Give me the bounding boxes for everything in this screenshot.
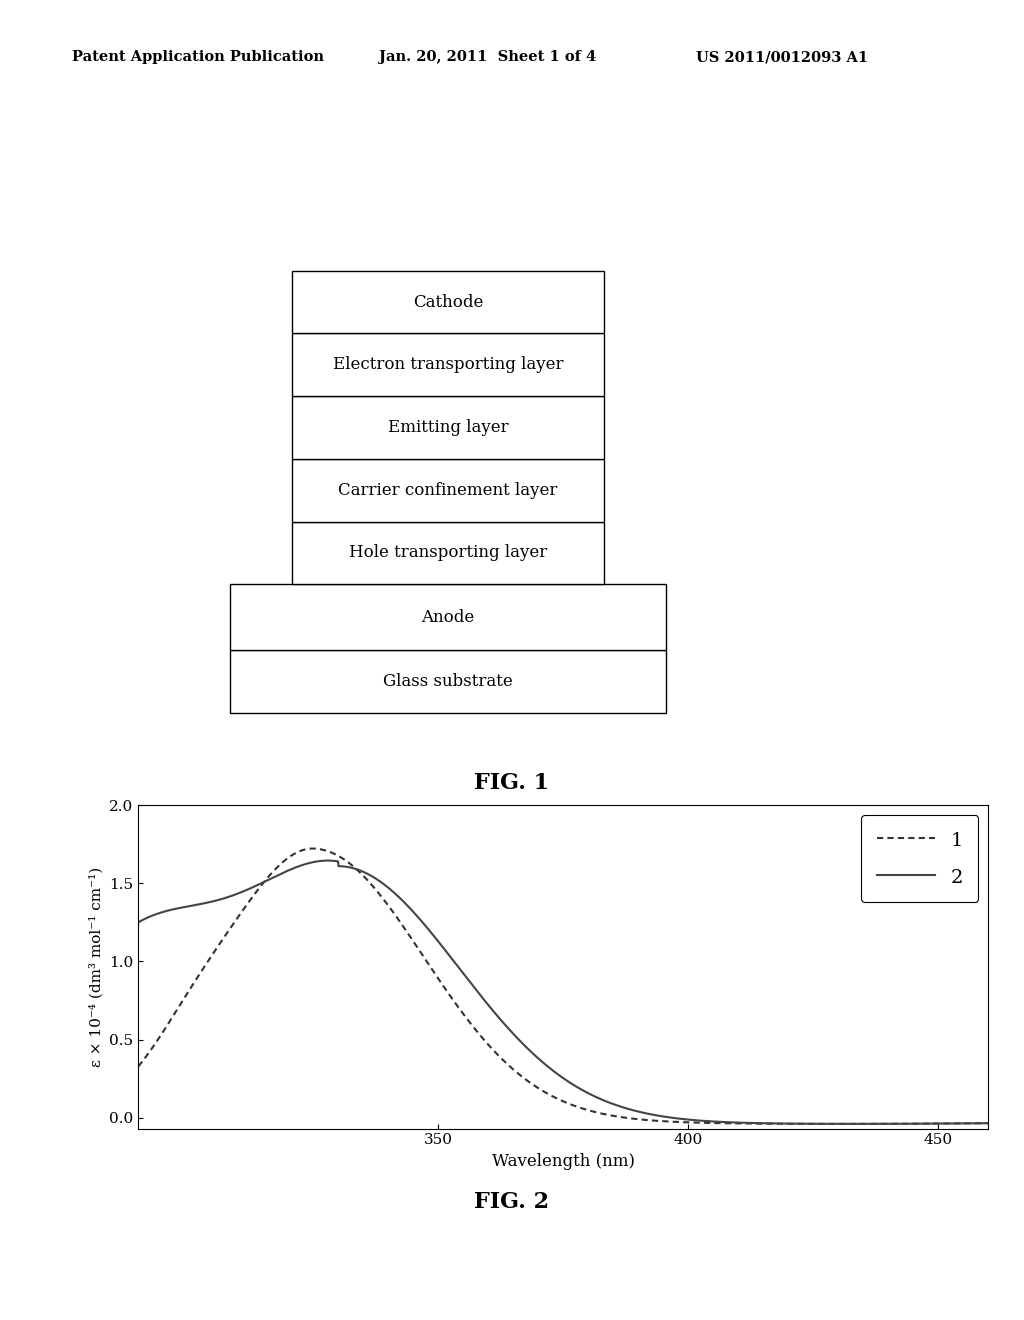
Text: Patent Application Publication: Patent Application Publication [72,50,324,65]
Bar [292,396,604,459]
Text: Electron transporting layer: Electron transporting layer [333,356,563,374]
Bar [292,334,604,396]
Text: US 2011/0012093 A1: US 2011/0012093 A1 [696,50,868,65]
X-axis label: Wavelength (nm): Wavelength (nm) [492,1152,635,1170]
Text: Anode: Anode [421,609,475,626]
Bar [292,459,604,521]
Text: Cathode: Cathode [413,293,483,310]
Text: Carrier confinement layer: Carrier confinement layer [338,482,558,499]
Text: Jan. 20, 2011  Sheet 1 of 4: Jan. 20, 2011 Sheet 1 of 4 [379,50,596,65]
Text: FIG. 1: FIG. 1 [474,772,550,795]
Text: Hole transporting layer: Hole transporting layer [349,544,547,561]
Bar [292,271,604,334]
Legend: 1, 2: 1, 2 [861,814,979,903]
Y-axis label: ε × 10⁻⁴ (dm³ mol⁻¹ cm⁻¹): ε × 10⁻⁴ (dm³ mol⁻¹ cm⁻¹) [89,867,103,1067]
Bar [230,651,666,713]
Text: Glass substrate: Glass substrate [383,673,513,690]
Text: FIG. 2: FIG. 2 [474,1191,550,1213]
Text: Emitting layer: Emitting layer [388,418,508,436]
Bar [230,585,666,651]
Bar [292,521,604,585]
